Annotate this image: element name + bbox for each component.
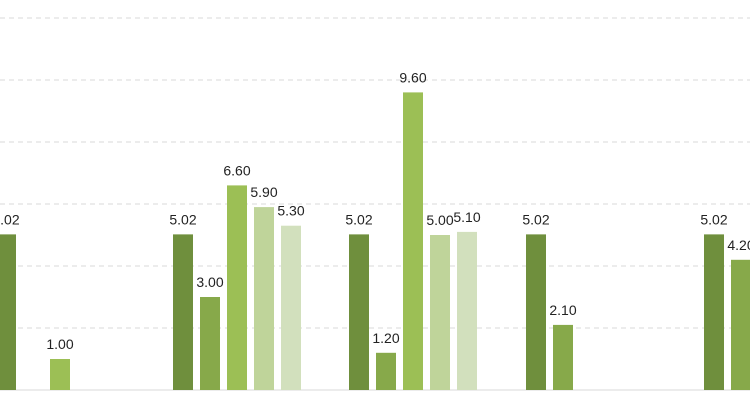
bar-group-2-series-1: [173, 234, 193, 390]
data-label: 2.10: [549, 302, 576, 318]
bar-group-2-series-2: [200, 297, 220, 390]
data-label: 1.00: [46, 336, 73, 352]
data-label: 5.00: [426, 212, 453, 228]
bar-group-2-series-5: [281, 225, 301, 390]
bar-group-1-series-1: [0, 234, 16, 390]
bar-group-3-series-4: [430, 235, 450, 390]
data-label: 5.30: [277, 203, 304, 219]
data-label: 5.02: [522, 211, 549, 227]
bar-group-3-series-1: [349, 234, 369, 390]
bar-group-3-series-2: [376, 352, 396, 390]
bar-group-3-series-5: [457, 231, 477, 390]
data-label: 6.60: [223, 162, 250, 178]
bar-group-5-series-2: [731, 259, 750, 390]
bar-group-3-series-3: [403, 92, 423, 391]
data-label: 5.02: [700, 211, 727, 227]
data-label: 5.02: [169, 211, 196, 227]
bar-group-2-series-3: [227, 185, 247, 390]
bar-group-5-series-1: [704, 234, 724, 390]
data-label: 5.02: [345, 211, 372, 227]
bar-group-4-series-1: [526, 234, 546, 390]
data-label: 5.90: [250, 184, 277, 200]
data-label: 9.60: [399, 69, 426, 85]
bar-group-2-series-4: [254, 207, 274, 390]
bar-group-4-series-2: [553, 324, 573, 390]
data-label: 5.10: [453, 209, 480, 225]
data-label: 3.00: [196, 274, 223, 290]
bar-group-1-series-3: [50, 359, 70, 390]
data-label: 4.20: [727, 237, 750, 253]
data-label: 1.20: [372, 330, 399, 346]
data-label: 5.02: [0, 211, 20, 227]
